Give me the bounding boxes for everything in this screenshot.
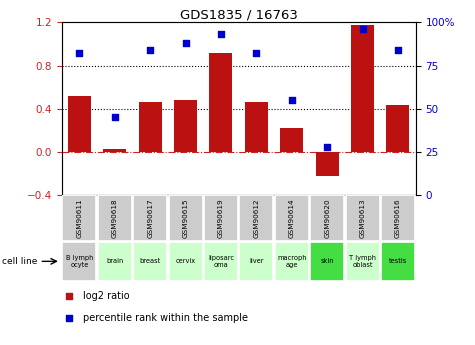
Bar xyxy=(280,128,303,152)
Text: percentile rank within the sample: percentile rank within the sample xyxy=(83,313,248,323)
Bar xyxy=(139,102,162,152)
Bar xyxy=(209,52,232,152)
Bar xyxy=(169,195,203,241)
Text: GSM90619: GSM90619 xyxy=(218,198,224,238)
Bar xyxy=(62,242,96,281)
Text: GSM90616: GSM90616 xyxy=(395,198,401,238)
Bar xyxy=(98,242,132,281)
Point xyxy=(288,97,295,103)
Bar xyxy=(351,24,374,152)
Point xyxy=(65,315,73,321)
Text: GSM90617: GSM90617 xyxy=(147,198,153,238)
Text: liposarc
oma: liposarc oma xyxy=(208,255,234,268)
Text: GSM90615: GSM90615 xyxy=(182,198,189,238)
Text: testis: testis xyxy=(389,258,407,264)
Bar xyxy=(169,242,203,281)
Point xyxy=(182,40,190,46)
Point xyxy=(111,115,119,120)
Text: GSM90618: GSM90618 xyxy=(112,198,118,238)
Text: GSM90620: GSM90620 xyxy=(324,198,330,238)
Bar xyxy=(204,242,238,281)
Bar xyxy=(68,96,91,152)
Bar xyxy=(133,242,167,281)
Text: brain: brain xyxy=(106,258,124,264)
Bar xyxy=(310,242,344,281)
Text: GSM90611: GSM90611 xyxy=(76,198,83,238)
Bar xyxy=(239,242,274,281)
Point xyxy=(76,51,83,56)
Bar xyxy=(381,242,415,281)
Text: GSM90613: GSM90613 xyxy=(360,198,366,238)
Text: T lymph
oblast: T lymph oblast xyxy=(349,255,376,268)
Bar xyxy=(381,195,415,241)
Bar xyxy=(345,242,380,281)
Text: log2 ratio: log2 ratio xyxy=(83,291,130,301)
Bar xyxy=(133,195,167,241)
Bar xyxy=(239,195,274,241)
Title: GDS1835 / 16763: GDS1835 / 16763 xyxy=(180,8,298,21)
Bar xyxy=(345,195,380,241)
Bar xyxy=(275,242,309,281)
Text: liver: liver xyxy=(249,258,264,264)
Bar xyxy=(310,195,344,241)
Text: macroph
age: macroph age xyxy=(277,255,306,268)
Point xyxy=(359,27,366,32)
Bar xyxy=(316,152,339,176)
Point xyxy=(323,144,331,149)
Text: GSM90614: GSM90614 xyxy=(289,198,295,238)
Text: B lymph
ocyte: B lymph ocyte xyxy=(66,255,93,268)
Point xyxy=(217,32,225,37)
Bar xyxy=(245,102,268,152)
Point xyxy=(146,47,154,53)
Bar xyxy=(104,149,126,152)
Bar xyxy=(204,195,238,241)
Text: cervix: cervix xyxy=(176,258,196,264)
Point xyxy=(394,47,402,53)
Point xyxy=(253,51,260,56)
Bar xyxy=(62,195,96,241)
Text: cell line: cell line xyxy=(2,257,38,266)
Text: GSM90612: GSM90612 xyxy=(253,198,259,238)
Bar xyxy=(275,195,309,241)
Text: breast: breast xyxy=(140,258,161,264)
Bar xyxy=(174,100,197,152)
Bar xyxy=(387,106,409,152)
Text: skin: skin xyxy=(321,258,334,264)
Point xyxy=(65,293,73,299)
Bar xyxy=(98,195,132,241)
